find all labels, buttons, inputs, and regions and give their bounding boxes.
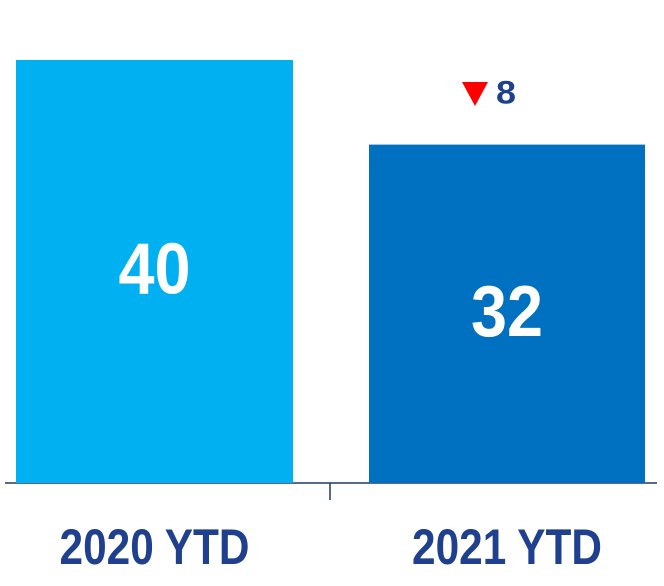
down-arrow: [462, 82, 488, 106]
x-tick-label: 2021 YTD: [412, 519, 602, 575]
value-label: 40: [119, 230, 191, 310]
change-label: 8: [496, 74, 516, 110]
value-label: 32: [471, 272, 543, 352]
x-tick-label: 2020 YTD: [60, 519, 250, 575]
bar: [369, 144, 645, 483]
bar: [16, 60, 293, 483]
